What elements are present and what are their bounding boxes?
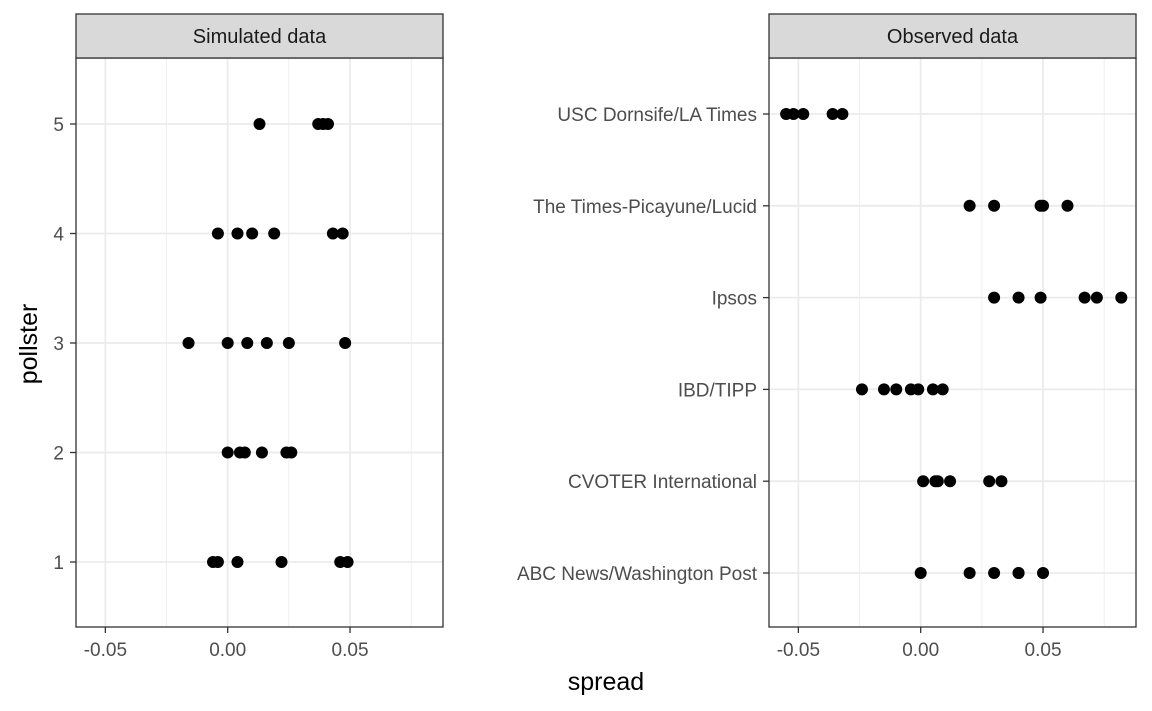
data-point: [826, 108, 839, 120]
data-point: [914, 567, 927, 579]
y-tick-label: ABC News/Washington Post: [517, 564, 758, 585]
data-point: [336, 227, 349, 240]
data-point: [221, 337, 234, 349]
data-point: [988, 567, 1001, 579]
data-point: [231, 227, 244, 240]
data-point: [877, 383, 890, 396]
y-tick-label: IBD/TIPP: [678, 380, 757, 401]
y-tick-label: 5: [53, 115, 64, 136]
data-point: [855, 383, 868, 396]
data-point: [963, 199, 976, 212]
data-point: [341, 556, 354, 568]
data-point: [995, 475, 1008, 488]
data-point: [1037, 567, 1050, 579]
data-point: [988, 199, 1001, 212]
data-point: [260, 337, 273, 349]
data-point: [931, 475, 944, 488]
data-point: [282, 337, 295, 349]
y-tick-label: 2: [53, 444, 64, 465]
facet-strip: [75, 13, 444, 59]
data-point: [238, 446, 251, 459]
y-tick-label: 4: [53, 225, 64, 246]
data-point: [211, 227, 224, 240]
data-point: [275, 556, 288, 568]
x-tick-label: -0.05: [777, 640, 820, 661]
data-point: [797, 108, 810, 120]
facet-strip: [768, 13, 1137, 59]
y-tick-label: Ipsos: [712, 289, 757, 310]
data-point: [246, 227, 259, 240]
x-tick-label: 0.05: [1025, 640, 1062, 661]
data-point: [944, 475, 957, 488]
data-point: [253, 118, 266, 130]
x-tick-label: 0.05: [332, 640, 369, 661]
data-point: [1115, 291, 1128, 304]
data-point: [912, 383, 925, 396]
data-point: [268, 227, 281, 240]
data-point: [1037, 199, 1050, 212]
facet-title: Observed data: [887, 26, 1019, 48]
data-point: [211, 556, 224, 568]
data-point: [1078, 291, 1091, 304]
data-point: [1012, 567, 1025, 579]
data-point: [917, 475, 930, 488]
y-tick-label: The Times-Picayune/Lucid: [533, 197, 757, 218]
x-tick-label: -0.05: [84, 640, 127, 661]
x-axis-title: spread: [568, 668, 644, 696]
data-point: [926, 383, 939, 396]
data-point: [326, 227, 339, 240]
x-tick-label: 0.00: [902, 640, 939, 661]
data-point: [231, 556, 244, 568]
y-axis-title: pollster: [15, 304, 43, 385]
y-tick-label: 1: [53, 553, 64, 574]
y-tick-label: USC Dornsife/LA Times: [557, 105, 757, 126]
panel-background: [769, 58, 1136, 627]
data-point: [890, 383, 903, 396]
data-point: [1090, 291, 1103, 304]
data-point: [339, 337, 352, 349]
y-tick-label: 3: [53, 334, 64, 355]
y-tick-label: CVOTER International: [568, 472, 757, 493]
x-tick-label: 0.00: [209, 640, 246, 661]
data-point: [255, 446, 268, 459]
data-point: [322, 118, 335, 130]
data-point: [1061, 199, 1074, 212]
data-point: [285, 446, 298, 459]
facet-title: Simulated data: [193, 26, 327, 48]
data-point: [836, 108, 849, 120]
data-point: [983, 475, 996, 488]
data-point: [241, 337, 254, 349]
data-point: [936, 383, 949, 396]
data-point: [963, 567, 976, 579]
data-point: [221, 446, 234, 459]
data-point: [988, 291, 1001, 304]
data-point: [1012, 291, 1025, 304]
data-point: [787, 108, 800, 120]
data-point: [182, 337, 195, 349]
data-point: [1034, 291, 1047, 304]
